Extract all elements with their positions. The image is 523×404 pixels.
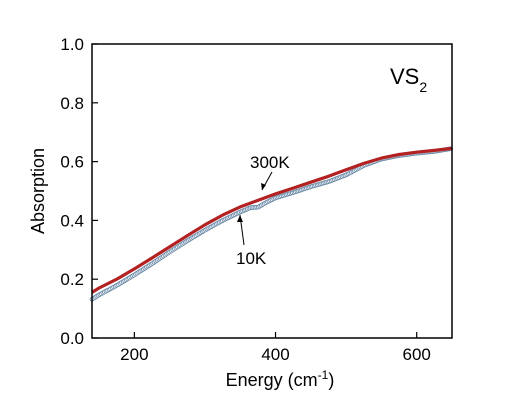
x-axis-title: Energy (cm-1) — [226, 368, 335, 390]
y-axis-title: Absorption — [28, 148, 48, 234]
series-300k-line — [91, 146, 453, 294]
x-tick-label: 200 — [120, 345, 148, 364]
annotation-300k-arrow-head — [261, 183, 266, 190]
y-tick-label: 0.8 — [60, 94, 84, 113]
plot-frame — [91, 43, 453, 339]
series-layer — [89, 146, 454, 302]
x-axis-title-close: ) — [328, 370, 334, 390]
x-tick-label: 600 — [403, 345, 431, 364]
y-tick-label: 0.0 — [60, 329, 84, 348]
compound-label: VS2 — [390, 64, 427, 95]
annotation-300k: 300K — [250, 153, 290, 172]
axes-layer: 200 400 600 0.0 0.2 0.4 0.6 0.8 1.0 — [60, 35, 431, 364]
compound-label-base: VS — [390, 64, 419, 89]
series-10k — [89, 146, 454, 302]
x-axis-title-sup: -1 — [318, 368, 329, 382]
y-tick-label: 0.6 — [60, 153, 84, 172]
y-tick-label: 0.4 — [60, 211, 84, 230]
annotation-10k-arrow-head — [237, 215, 243, 222]
x-tick-label: 400 — [261, 345, 289, 364]
annotation-10k: 10K — [236, 249, 267, 268]
x-axis-title-main: Energy (cm — [226, 370, 318, 390]
y-tick-label: 0.2 — [60, 270, 84, 289]
y-tick-label: 1.0 — [60, 35, 84, 54]
compound-label-sub: 2 — [419, 79, 427, 95]
